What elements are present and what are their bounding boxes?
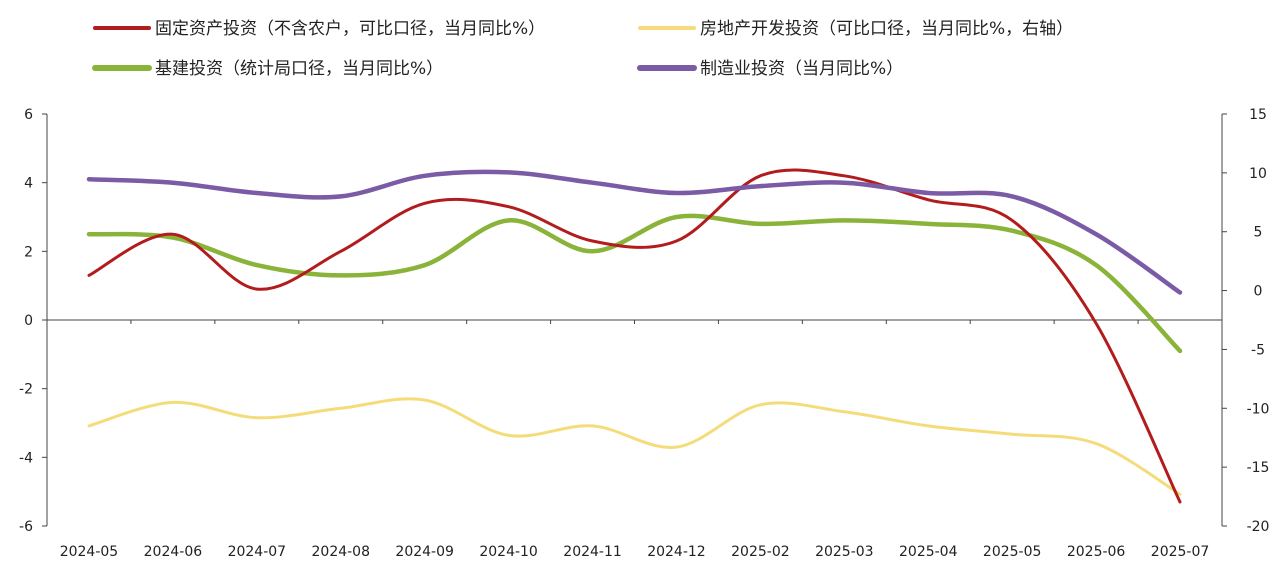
legend-label-4: 制造业投资（当月同比%） bbox=[700, 59, 903, 79]
left-tick-label: 6 bbox=[24, 107, 33, 123]
series-line-1 bbox=[87, 168, 1182, 504]
x-tick-label: 2024-06 bbox=[144, 544, 203, 560]
x-tick-label: 2025-06 bbox=[1067, 544, 1126, 560]
x-tick-label: 2025-05 bbox=[983, 544, 1042, 560]
series-line-3 bbox=[86, 213, 1183, 354]
x-tick-label: 2025-03 bbox=[815, 544, 874, 560]
right-tick-label: -10 bbox=[1247, 401, 1270, 417]
left-tick-label: -6 bbox=[19, 519, 33, 535]
axes: 6 4 2 0 -2 -4 -6 15 10 5 0 -5 -10 -15 -20 2024-05 2024-0… bbox=[19, 107, 1269, 560]
x-tick-label: 2025-04 bbox=[899, 544, 958, 560]
series-line-2 bbox=[87, 397, 1182, 496]
left-tick-label: 4 bbox=[24, 176, 33, 192]
x-tick-label: 2024-11 bbox=[563, 544, 622, 560]
series-line-4 bbox=[86, 169, 1183, 295]
x-tick-label: 2024-08 bbox=[312, 544, 371, 560]
right-tick-label: -5 bbox=[1251, 342, 1265, 358]
left-tick-label: -2 bbox=[19, 382, 33, 398]
left-tick-label: -4 bbox=[19, 450, 33, 466]
left-tick-label: 0 bbox=[24, 313, 33, 329]
legend-label-1: 固定资产投资（不含农户，可比口径，当月同比%） bbox=[155, 19, 545, 39]
legend: 固定资产投资（不含农户，可比口径，当月同比%） 房地产开发投资（可比口径，当月同比… bbox=[92, 19, 1073, 79]
x-tick-label: 2024-07 bbox=[228, 544, 287, 560]
legend-label-2: 房地产开发投资（可比口径，当月同比%，右轴） bbox=[700, 19, 1073, 39]
right-tick-label: -15 bbox=[1247, 460, 1270, 476]
right-tick-label: 5 bbox=[1254, 225, 1263, 241]
x-tick-label: 2024-05 bbox=[60, 544, 119, 560]
legend-label-3: 基建投资（统计局口径，当月同比%） bbox=[155, 59, 443, 79]
x-tick-label: 2024-12 bbox=[647, 544, 706, 560]
right-tick-label: 15 bbox=[1249, 107, 1267, 123]
right-tick-label: -20 bbox=[1247, 519, 1270, 535]
right-tick-label: 10 bbox=[1249, 166, 1267, 182]
left-tick-label: 2 bbox=[24, 244, 33, 260]
x-tick-label: 2024-10 bbox=[479, 544, 538, 560]
x-tick-label: 2025-02 bbox=[731, 544, 790, 560]
series-lines bbox=[86, 168, 1183, 504]
x-tick-label: 2024-09 bbox=[395, 544, 454, 560]
right-tick-label: 0 bbox=[1254, 284, 1263, 300]
x-tick-label: 2025-07 bbox=[1151, 544, 1210, 560]
